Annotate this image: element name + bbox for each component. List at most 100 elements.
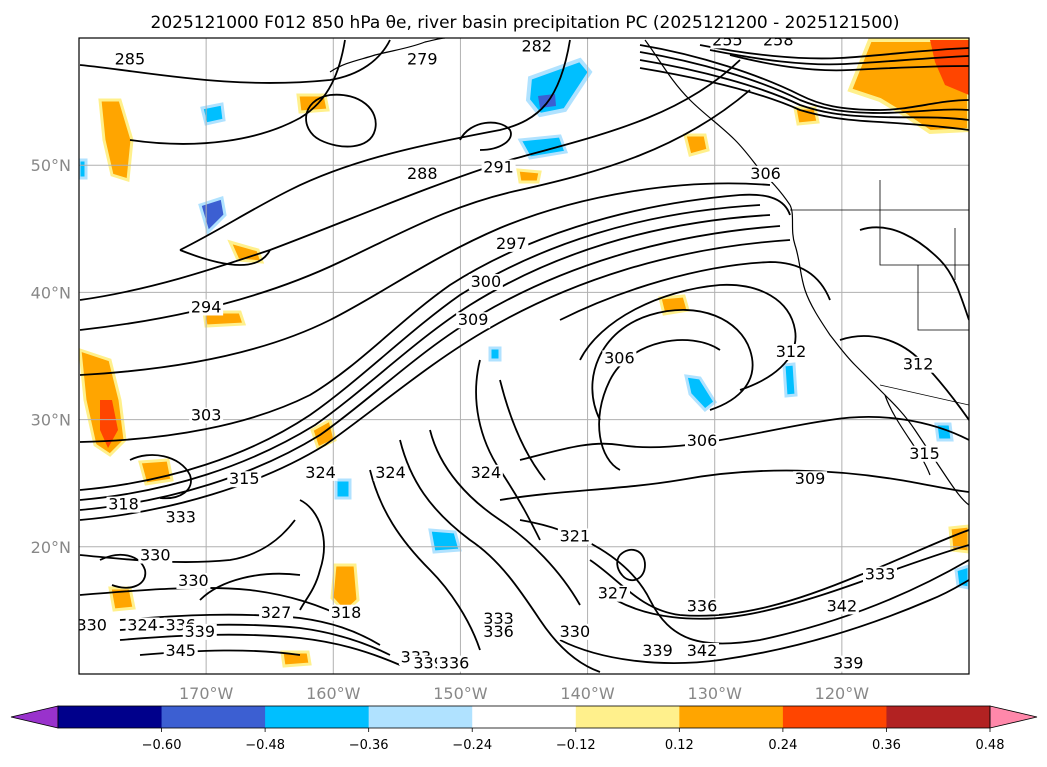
pc-negative-patch	[79, 158, 88, 180]
contour-label-bg	[468, 274, 503, 291]
lat-tick-label: 20°N	[31, 538, 71, 557]
theta-e-contour	[459, 121, 512, 151]
contour-label-bg	[640, 642, 675, 659]
contour-label: 330	[76, 615, 107, 634]
pc-high-patch	[100, 400, 118, 448]
contour-label: 324	[375, 463, 406, 482]
contour-label: 336	[483, 622, 514, 641]
theta-e-contour	[598, 339, 721, 471]
lon-tick-label: 160°W	[306, 684, 361, 703]
theta-e-contour	[499, 469, 969, 501]
theta-e-contour	[519, 519, 969, 645]
contour-label-bg	[793, 471, 828, 488]
contour-label-bg	[329, 604, 363, 621]
contour-label: 309	[458, 310, 489, 329]
contour-label: 333	[165, 507, 196, 526]
colorbar-segment	[161, 706, 266, 728]
theta-e-contour	[709, 49, 969, 66]
contour-label: 279	[407, 49, 438, 68]
pc-negative-patch	[488, 346, 502, 362]
theta-e-contour	[559, 261, 831, 321]
contour-labels: 285 279 282 255 258 288 291 306 297 300 294 309 306 3…	[76, 30, 942, 673]
us-mexico-border	[879, 384, 969, 406]
theta-e-contour	[639, 44, 969, 111]
colorbar-segment	[782, 706, 887, 728]
colorbar-tick-label: −0.36	[349, 738, 389, 753]
contour-label-bg	[863, 566, 897, 583]
contour-label-bg	[481, 623, 516, 640]
contour-label-bg	[176, 572, 211, 589]
theta-e-contour	[591, 309, 754, 421]
colorbar-segment	[472, 706, 577, 728]
contour-label-bg	[824, 598, 859, 615]
contour-label: 315	[229, 469, 260, 488]
contour-label-bg	[125, 617, 160, 634]
colorbar-tick-label: −0.48	[245, 738, 285, 753]
theta-e-contour	[199, 572, 301, 601]
colorbar-tick-label: −0.24	[452, 738, 492, 753]
theta-e-contour	[299, 499, 325, 611]
contour-label-bg	[710, 38, 745, 49]
theta-e-contour	[129, 454, 192, 500]
alaska-coastline	[329, 38, 446, 73]
colorbar-tick-label: −0.12	[556, 738, 596, 753]
contour-label-bg	[494, 235, 529, 252]
contour-label-bg	[259, 604, 294, 621]
latitude-tick-labels: 50°N 40°N 30°N 20°N	[31, 156, 71, 557]
contour-label: 339	[642, 641, 673, 660]
contour-label: 312	[903, 355, 934, 374]
theta-e-contour	[616, 548, 646, 582]
contour-label: 315	[909, 444, 940, 463]
contour-label: 339	[185, 622, 216, 641]
contour-label-bg	[831, 655, 866, 672]
theta-e-contour	[579, 284, 797, 391]
contour-label: 282	[521, 37, 552, 56]
theta-e-contour	[79, 239, 791, 521]
contour-label-bg	[557, 623, 592, 640]
contour-label: 306	[687, 431, 718, 450]
theta-e-contour	[599, 544, 969, 620]
pc-positive-patch	[227, 239, 265, 264]
contour-label-bg	[437, 655, 472, 672]
pc-positive-patch	[683, 133, 710, 157]
contour-label: 312	[776, 342, 807, 361]
contour-label-bg	[774, 344, 808, 360]
theta-e-contour	[119, 633, 401, 666]
pc-negative-patch	[334, 478, 352, 500]
theta-e-contour	[179, 249, 271, 266]
contour-label-bg	[602, 350, 637, 367]
contour-label-bg	[557, 528, 592, 545]
contour-label: 333	[483, 609, 514, 628]
theta-e-contour	[139, 649, 301, 656]
colorbar-tick-label: −0.60	[142, 738, 182, 753]
contour-label-bg	[685, 598, 719, 615]
figure-title: 2025121000 F012 850 hPa θe, river basin …	[151, 13, 900, 33]
theta-e-contour	[79, 182, 771, 376]
contour-label-bg	[907, 445, 942, 462]
colorbar-segment	[886, 706, 991, 728]
contour-label: 339	[833, 654, 864, 673]
contour-label-bg	[519, 38, 554, 55]
contour-label: 321	[560, 526, 591, 545]
colorbar-tick-label: 0.48	[976, 738, 1005, 753]
colorbar-tick-labels: −0.60 −0.48 −0.36 −0.24 −0.12 0.12 0.24 0.36 0.4…	[142, 728, 1005, 753]
contour-label: 285	[115, 49, 146, 68]
contour-label-bg	[748, 165, 783, 182]
contour-label-bg	[106, 496, 141, 513]
pc-negative-patch	[428, 528, 462, 554]
contour-label: 330	[178, 571, 209, 590]
theta-e-contours	[79, 39, 969, 673]
colorbar-tick-label: 0.36	[872, 738, 901, 753]
contour-label: 306	[750, 164, 781, 183]
contour-label-bg	[373, 464, 408, 481]
theta-e-contour	[519, 416, 969, 461]
theta-e-contour	[399, 439, 601, 673]
pc-positive-patch	[98, 98, 134, 182]
contour-label: 258	[763, 30, 794, 49]
pc-negative-patch	[517, 134, 569, 160]
map-panel: 285 279 282 255 258 288 291 306 297 300 294 309 306 3…	[76, 30, 969, 674]
pc-positive-patch	[516, 168, 542, 184]
contour-label: 324	[127, 615, 158, 634]
contour-label: 324	[305, 463, 336, 482]
